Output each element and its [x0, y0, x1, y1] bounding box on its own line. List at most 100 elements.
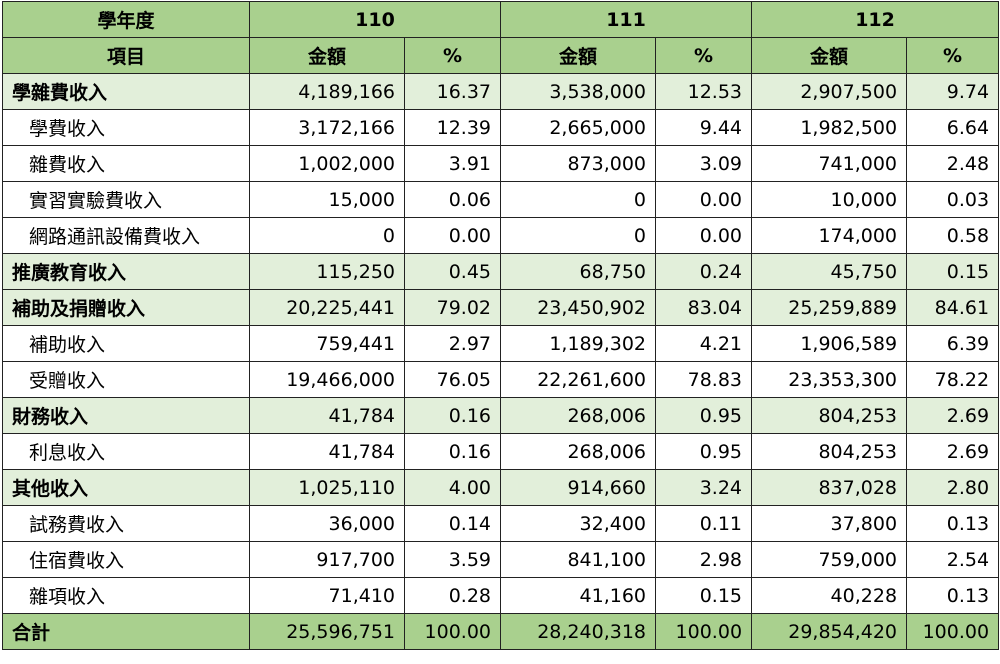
row-label: 推廣教育收入: [2, 253, 250, 290]
amount-header: 金額: [751, 37, 908, 74]
year-header-row: 學年度 110 111 112: [2, 1, 1000, 38]
amount-110-cell: 0: [249, 217, 405, 254]
amount-110-cell: 15,000: [249, 181, 405, 218]
percent-112-cell: 100.00: [906, 613, 1000, 650]
year-110-header: 110: [248, 1, 502, 38]
percent-112-cell: 6.64: [906, 109, 1000, 146]
amount-112-cell: 1,906,589: [751, 325, 908, 362]
row-label: 補助收入: [2, 325, 250, 362]
percent-112-cell: 2.54: [906, 541, 1000, 578]
amount-110-cell: 115,250: [249, 253, 405, 290]
year-111-header: 111: [500, 1, 753, 38]
row-label: 利息收入: [2, 433, 250, 470]
percent-110-cell: 100.00: [403, 613, 502, 650]
amount-110-cell: 1,002,000: [249, 145, 405, 182]
amount-110-cell: 36,000: [249, 505, 405, 542]
amount-111-cell: 873,000: [500, 145, 657, 182]
year-label: 學年度: [2, 1, 250, 38]
amount-110-cell: 41,784: [249, 433, 405, 470]
amount-111-cell: 2,665,000: [500, 109, 657, 146]
amount-112-cell: 25,259,889: [751, 289, 908, 326]
amount-112-cell: 741,000: [751, 145, 908, 182]
row-label: 試務費收入: [2, 505, 250, 542]
row-label: 補助及捐贈收入: [2, 289, 250, 326]
percent-111-cell: 0.95: [655, 433, 753, 470]
category-row: 補助及捐贈收入 20,225,441 79.02 23,450,902 83.04 25,…: [2, 289, 1000, 326]
category-row: 推廣教育收入 115,250 0.45 68,750 0.24 45,750 0.15: [2, 253, 1000, 290]
percent-112-cell: 2.48: [906, 145, 1000, 182]
percent-111-cell: 83.04: [655, 289, 753, 326]
percent-111-cell: 4.21: [655, 325, 753, 362]
percent-111-cell: 100.00: [655, 613, 753, 650]
percent-header: %: [906, 37, 1000, 74]
table-row: 雜費收入 1,002,000 3.91 873,000 3.09 741,000 2.48: [2, 145, 1000, 182]
percent-111-cell: 0.95: [655, 397, 753, 434]
column-header-row: 項目 金額 % 金額 % 金額 %: [2, 37, 1000, 74]
amount-110-cell: 41,784: [249, 397, 405, 434]
row-label: 住宿費收入: [2, 541, 250, 578]
percent-111-cell: 3.09: [655, 145, 753, 182]
amount-112-cell: 23,353,300: [751, 361, 908, 398]
table-row: 住宿費收入 917,700 3.59 841,100 2.98 759,000 2.54: [2, 541, 1000, 578]
percent-110-cell: 3.59: [403, 541, 502, 578]
amount-111-cell: 268,006: [500, 397, 657, 434]
amount-111-cell: 23,450,902: [500, 289, 657, 326]
amount-111-cell: 28,240,318: [500, 613, 657, 650]
percent-112-cell: 84.61: [906, 289, 1000, 326]
row-label: 雜項收入: [2, 577, 250, 614]
percent-110-cell: 0.06: [403, 181, 502, 218]
amount-111-cell: 1,189,302: [500, 325, 657, 362]
row-label: 實習實驗費收入: [2, 181, 250, 218]
amount-112-cell: 29,854,420: [751, 613, 908, 650]
amount-110-cell: 759,441: [249, 325, 405, 362]
row-label: 網路通訊設備費收入: [2, 217, 250, 254]
percent-111-cell: 9.44: [655, 109, 753, 146]
percent-112-cell: 2.69: [906, 433, 1000, 470]
amount-header: 金額: [500, 37, 657, 74]
amount-111-cell: 22,261,600: [500, 361, 657, 398]
amount-110-cell: 19,466,000: [249, 361, 405, 398]
percent-110-cell: 79.02: [403, 289, 502, 326]
percent-111-cell: 0.00: [655, 181, 753, 218]
percent-112-cell: 6.39: [906, 325, 1000, 362]
percent-110-cell: 2.97: [403, 325, 502, 362]
table-row: 學費收入 3,172,166 12.39 2,665,000 9.44 1,982,500…: [2, 109, 1000, 146]
amount-112-cell: 2,907,500: [751, 73, 908, 110]
percent-111-cell: 2.98: [655, 541, 753, 578]
percent-110-cell: 0.28: [403, 577, 502, 614]
percent-112-cell: 0.15: [906, 253, 1000, 290]
amount-112-cell: 804,253: [751, 433, 908, 470]
table-row: 利息收入 41,784 0.16 268,006 0.95 804,253 2.69: [2, 433, 1000, 470]
percent-111-cell: 0.24: [655, 253, 753, 290]
amount-112-cell: 10,000: [751, 181, 908, 218]
amount-112-cell: 1,982,500: [751, 109, 908, 146]
amount-110-cell: 917,700: [249, 541, 405, 578]
percent-112-cell: 2.80: [906, 469, 1000, 506]
row-label: 財務收入: [2, 397, 250, 434]
amount-112-cell: 40,228: [751, 577, 908, 614]
amount-111-cell: 68,750: [500, 253, 657, 290]
item-label: 項目: [2, 37, 250, 74]
amount-110-cell: 25,596,751: [249, 613, 405, 650]
year-112-header: 112: [751, 1, 1000, 38]
amount-111-cell: 41,160: [500, 577, 657, 614]
row-label: 雜費收入: [2, 145, 250, 182]
amount-110-cell: 4,189,166: [249, 73, 405, 110]
percent-111-cell: 0.00: [655, 217, 753, 254]
table-row: 網路通訊設備費收入 0 0.00 0 0.00 174,000 0.58: [2, 217, 1000, 254]
percent-112-cell: 0.13: [906, 505, 1000, 542]
percent-110-cell: 4.00: [403, 469, 502, 506]
percent-112-cell: 2.69: [906, 397, 1000, 434]
category-row: 學雜費收入 4,189,166 16.37 3,538,000 12.53 2,907,5…: [2, 73, 1000, 110]
amount-111-cell: 841,100: [500, 541, 657, 578]
amount-112-cell: 37,800: [751, 505, 908, 542]
row-label: 其他收入: [2, 469, 250, 506]
table-row: 補助收入 759,441 2.97 1,189,302 4.21 1,906,589 6.3…: [2, 325, 1000, 362]
total-row: 合計 25,596,751 100.00 28,240,318 100.00 29,854…: [2, 613, 1000, 650]
percent-110-cell: 76.05: [403, 361, 502, 398]
row-label: 學雜費收入: [2, 73, 250, 110]
amount-110-cell: 20,225,441: [249, 289, 405, 326]
percent-110-cell: 12.39: [403, 109, 502, 146]
amount-110-cell: 1,025,110: [249, 469, 405, 506]
amount-111-cell: 0: [500, 181, 657, 218]
